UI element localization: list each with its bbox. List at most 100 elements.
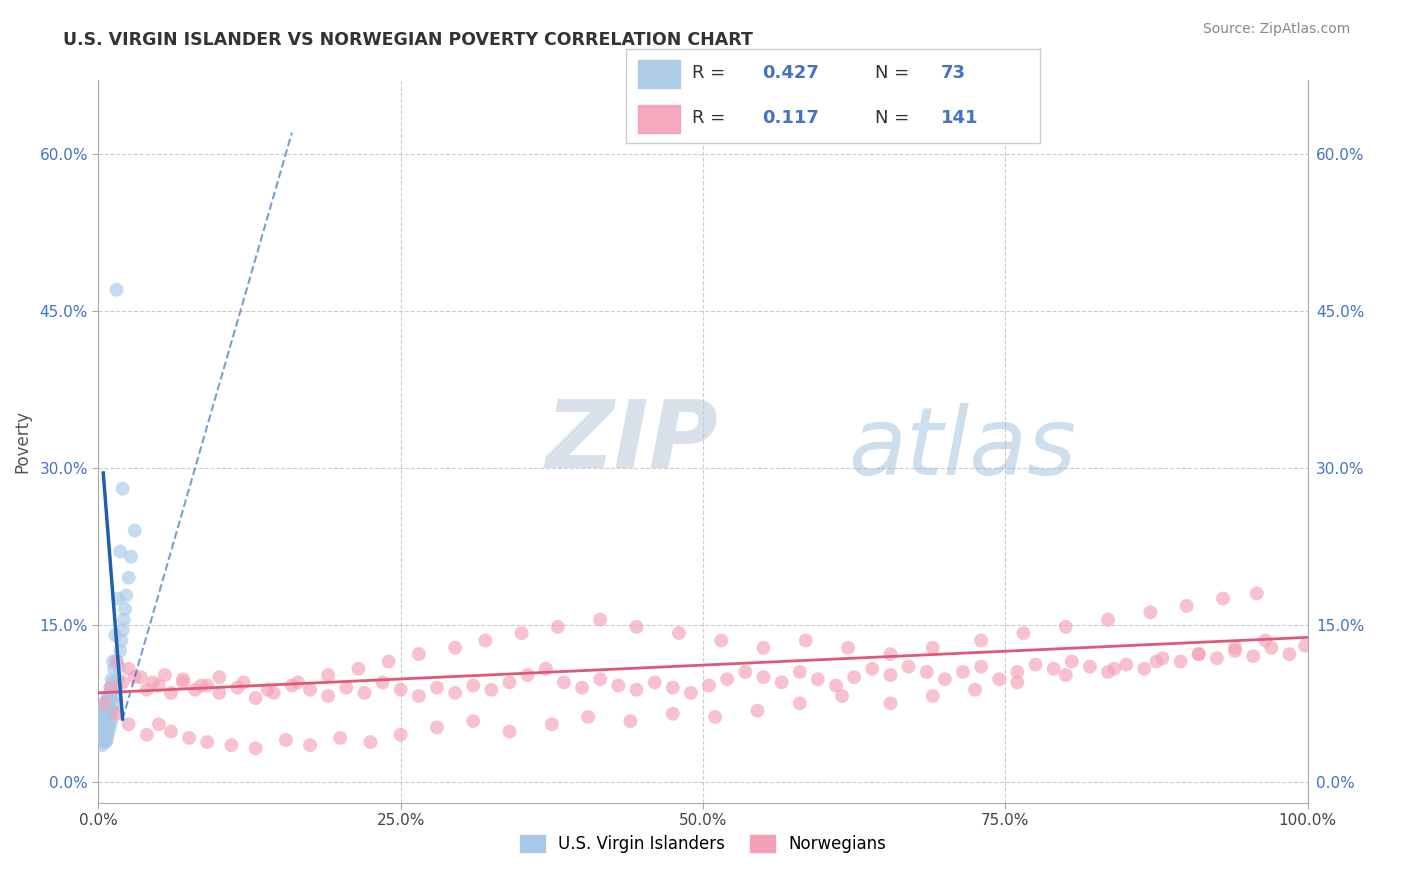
Point	[1102, 662, 1125, 676]
Point	[1007, 665, 1029, 679]
Point	[103, 696, 125, 710]
Point	[644, 675, 666, 690]
Point	[347, 662, 370, 676]
Point	[626, 682, 648, 697]
Point	[547, 620, 569, 634]
Point	[1188, 647, 1211, 661]
Point	[91, 706, 114, 721]
Point	[921, 689, 943, 703]
Point	[112, 613, 135, 627]
Point	[91, 712, 114, 726]
Point	[316, 668, 339, 682]
Point	[100, 686, 122, 700]
Point	[98, 706, 121, 721]
Point	[498, 675, 520, 690]
Point	[710, 633, 733, 648]
Point	[825, 679, 848, 693]
Point	[105, 681, 128, 695]
Point	[444, 640, 467, 655]
Point	[245, 741, 267, 756]
Point	[101, 704, 124, 718]
Point	[988, 672, 1011, 686]
Point	[1223, 644, 1246, 658]
Point	[1007, 675, 1029, 690]
Point	[118, 717, 141, 731]
Point	[91, 717, 114, 731]
Point	[172, 672, 194, 686]
Point	[1133, 662, 1156, 676]
Point	[96, 723, 118, 737]
Y-axis label: Poverty: Poverty	[13, 410, 31, 473]
Point	[100, 701, 122, 715]
Text: 0.117: 0.117	[762, 110, 820, 128]
Legend: U.S. Virgin Islanders, Norwegians: U.S. Virgin Islanders, Norwegians	[513, 828, 893, 860]
Point	[94, 735, 117, 749]
Point	[747, 704, 769, 718]
Text: R =: R =	[692, 110, 737, 128]
Point	[93, 699, 115, 714]
Point	[93, 710, 115, 724]
Point	[571, 681, 593, 695]
Point	[148, 679, 170, 693]
Point	[371, 675, 394, 690]
Text: 141: 141	[941, 110, 979, 128]
Point	[915, 665, 938, 679]
Point	[93, 706, 115, 721]
Point	[1294, 639, 1316, 653]
Point	[807, 672, 830, 686]
Point	[256, 682, 278, 697]
Point	[97, 710, 120, 724]
Point	[232, 675, 254, 690]
Point	[481, 682, 503, 697]
Point	[93, 733, 115, 747]
Point	[93, 696, 115, 710]
Point	[100, 717, 122, 731]
Text: R =: R =	[692, 64, 731, 82]
Point	[101, 655, 124, 669]
Point	[107, 672, 129, 686]
Point	[770, 675, 793, 690]
Point	[91, 728, 114, 742]
Point	[789, 696, 811, 710]
Point	[679, 686, 702, 700]
Point	[91, 723, 114, 737]
Point	[831, 689, 853, 703]
Point	[299, 738, 322, 752]
Point	[118, 662, 141, 676]
Point	[879, 668, 901, 682]
Point	[389, 728, 412, 742]
Point	[91, 720, 114, 734]
Point	[1260, 640, 1282, 655]
Point	[100, 672, 122, 686]
Point	[91, 710, 114, 724]
Point	[91, 724, 114, 739]
Point	[970, 659, 993, 673]
Point	[463, 714, 485, 728]
Point	[1278, 647, 1301, 661]
Point	[172, 675, 194, 690]
Point	[1097, 613, 1119, 627]
Point	[245, 691, 267, 706]
Point	[100, 686, 122, 700]
Text: 73: 73	[941, 64, 966, 82]
Text: N =: N =	[875, 110, 914, 128]
Point	[408, 647, 430, 661]
Bar	[638, 61, 679, 88]
Point	[129, 670, 152, 684]
Point	[98, 699, 121, 714]
Point	[299, 682, 322, 697]
Point	[96, 733, 118, 747]
Point	[335, 681, 357, 695]
Text: ZIP: ZIP	[546, 395, 718, 488]
Point	[716, 672, 738, 686]
Point	[1254, 633, 1277, 648]
Point	[120, 549, 142, 564]
Point	[111, 675, 134, 690]
Point	[281, 679, 304, 693]
Point	[94, 728, 117, 742]
Point	[101, 675, 124, 690]
Point	[661, 681, 683, 695]
Point	[94, 706, 117, 721]
Point	[110, 633, 132, 648]
Point	[1188, 647, 1211, 661]
